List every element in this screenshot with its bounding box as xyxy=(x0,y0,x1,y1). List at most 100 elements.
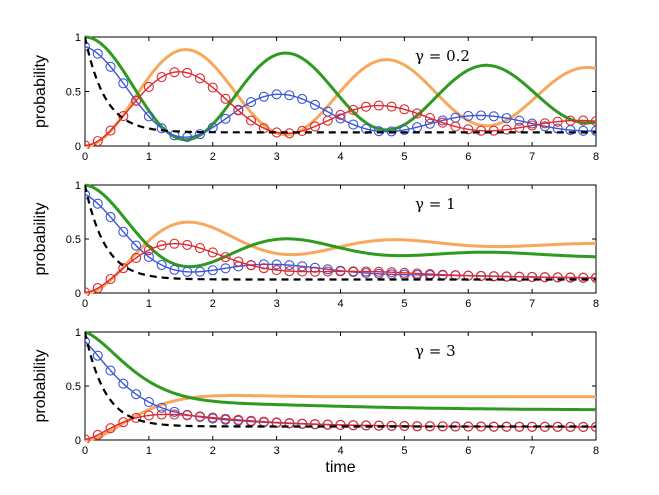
blue-series-marker xyxy=(85,336,91,347)
red-series-marker xyxy=(386,101,397,112)
red-series-marker xyxy=(360,266,372,277)
x-tick-label: 7 xyxy=(529,298,535,310)
red-series-marker xyxy=(386,267,397,278)
blue-series-marker xyxy=(156,259,167,271)
red-series-marker xyxy=(156,71,167,83)
x-tick-label: 3 xyxy=(274,445,280,457)
green-series-line xyxy=(85,330,596,412)
red-series-marker xyxy=(412,268,423,279)
x-tick-label: 7 xyxy=(529,445,535,457)
red-series-marker xyxy=(143,245,154,256)
red-series-marker xyxy=(565,272,576,283)
panel-2: 0 1 2 3 4 5 6 7 8 0 0.5 1 probability γ = 1 xyxy=(32,180,599,310)
red-series-marker xyxy=(258,263,269,274)
x-tick-label: 0 xyxy=(82,445,88,457)
blue-series-marker xyxy=(143,251,154,262)
red-series-line xyxy=(85,243,596,294)
black-dashed-series-line xyxy=(85,184,596,281)
red-series-marker xyxy=(399,267,410,278)
red-series-marker xyxy=(373,100,384,111)
blue-series-marker xyxy=(284,90,295,101)
blue-series-marker xyxy=(475,110,487,121)
red-series-marker xyxy=(565,115,576,126)
blue-series-marker xyxy=(85,189,91,200)
x-tick-label: 2 xyxy=(210,298,216,310)
red-series-marker xyxy=(348,266,359,277)
red-series-marker xyxy=(92,136,103,147)
x-tick-label: 3 xyxy=(274,298,280,310)
red-series-marker xyxy=(169,67,180,78)
red-series-marker xyxy=(297,418,308,429)
red-series-marker xyxy=(552,272,563,283)
red-series-marker xyxy=(399,104,410,115)
y-tick-label: 0 xyxy=(75,288,81,300)
red-series-marker xyxy=(590,421,596,432)
red-series-marker xyxy=(590,116,596,127)
y-tick-label: 0 xyxy=(75,435,81,447)
x-tick-label: 8 xyxy=(593,445,599,457)
blue-series-marker xyxy=(105,365,116,376)
red-series-marker xyxy=(207,412,218,423)
red-series-marker xyxy=(92,429,103,440)
red-series-line xyxy=(85,413,596,441)
red-series-marker xyxy=(297,266,308,277)
gamma-annotation: γ = 0.2 xyxy=(415,47,470,65)
y-tick-label: 0.5 xyxy=(66,381,81,393)
y-axis-label: probability xyxy=(32,55,49,128)
blue-series-marker xyxy=(207,265,218,276)
blue-series-marker xyxy=(501,113,512,124)
red-series-marker xyxy=(412,421,423,432)
x-tick-label: 5 xyxy=(401,151,407,163)
red-series-marker xyxy=(207,82,218,93)
blue-series-marker xyxy=(258,91,269,102)
y-axis-label: probability xyxy=(32,203,49,276)
black-dashed-series-line xyxy=(85,36,596,134)
x-tick-label: 0 xyxy=(82,151,88,163)
x-tick-label: 5 xyxy=(401,445,407,457)
blue-series-marker xyxy=(309,99,321,110)
red-series-marker xyxy=(335,419,346,430)
red-series-marker xyxy=(501,271,512,282)
blue-series-marker xyxy=(156,123,167,134)
red-series-marker xyxy=(105,125,116,136)
blue-series-marker xyxy=(271,259,282,270)
blue-series-marker xyxy=(92,198,103,209)
red-series-marker xyxy=(322,115,333,126)
blue-series-marker xyxy=(271,89,282,100)
red-series-marker xyxy=(309,266,321,277)
x-tick-label: 3 xyxy=(274,151,280,163)
blue-series-marker xyxy=(590,125,596,136)
red-series-marker xyxy=(233,105,244,116)
gamma-annotation: γ = 1 xyxy=(415,195,456,213)
blue-series-marker xyxy=(105,61,116,72)
x-tick-label: 4 xyxy=(337,445,343,457)
blue-series-marker xyxy=(118,78,129,89)
blue-series-marker xyxy=(258,259,269,270)
blue-series-marker xyxy=(399,124,410,136)
blue-series-marker xyxy=(246,97,257,108)
plot-frame xyxy=(84,331,597,441)
x-tick-label: 7 xyxy=(529,151,535,163)
x-tick-label: 1 xyxy=(146,445,152,457)
red-series-marker xyxy=(412,108,423,119)
blue-series-marker xyxy=(143,397,154,408)
blue-series-marker xyxy=(143,111,154,122)
red-series-marker xyxy=(169,409,180,420)
y-tick-label: 0 xyxy=(75,141,81,153)
red-series-marker xyxy=(85,287,91,296)
red-series-marker xyxy=(85,434,91,443)
blue-series-marker xyxy=(169,406,180,417)
red-series-marker xyxy=(105,273,116,285)
red-series-marker xyxy=(220,93,231,104)
panel-3: 0 1 2 3 4 5 6 7 8 0 0.5 1 probability time γ = 3 xyxy=(32,327,599,476)
blue-series-marker xyxy=(220,113,231,124)
red-series-marker xyxy=(169,238,180,249)
red-series-marker xyxy=(246,415,257,426)
red-series-marker xyxy=(284,266,295,277)
red-series-marker xyxy=(399,420,410,432)
red-series-marker xyxy=(105,423,116,434)
red-series-marker xyxy=(475,271,487,282)
blue-series-line xyxy=(85,193,596,279)
y-tick-label: 1 xyxy=(75,32,81,44)
red-series-marker xyxy=(85,140,91,149)
